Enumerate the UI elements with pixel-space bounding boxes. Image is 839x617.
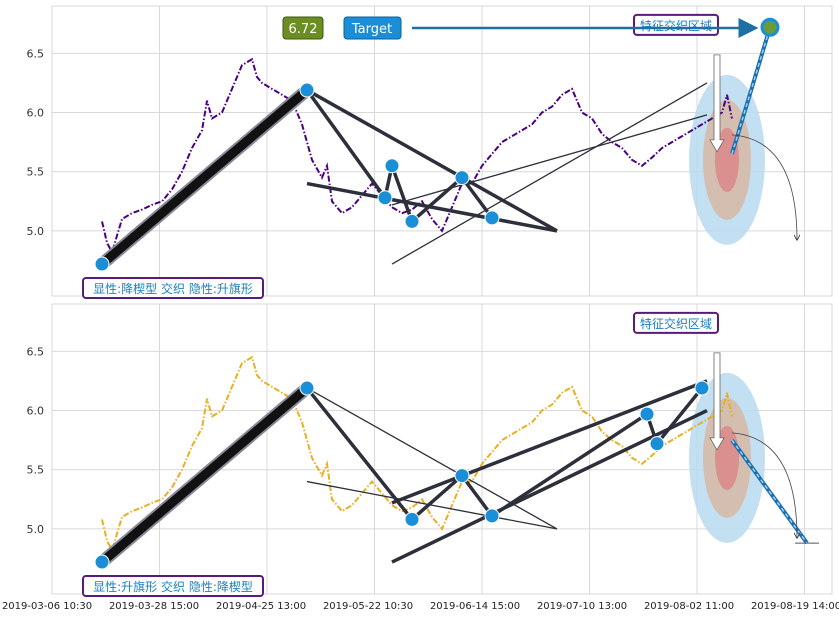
- target-badge-text: Target: [351, 22, 392, 37]
- pattern-line: [391, 114, 708, 206]
- pattern-line: [391, 408, 708, 564]
- pivot-point: [694, 380, 710, 396]
- pivot-point: [377, 190, 393, 206]
- zone-label-box: [633, 13, 719, 36]
- y-tick-label: 6.5: [27, 47, 45, 60]
- projection-curve-arrow: [731, 134, 797, 240]
- pattern-line: [99, 86, 310, 268]
- pattern-line: [306, 387, 558, 530]
- pattern-line: [391, 82, 708, 265]
- price-series-line: [101, 57, 733, 255]
- projection-curve-arrow: [731, 432, 797, 538]
- target-arrow-dash: [731, 27, 771, 155]
- x-tick-label: 2019-03-28 15:00: [109, 601, 199, 612]
- zone-label-box: [633, 311, 719, 334]
- pattern-line: [306, 181, 558, 233]
- x-tick-label: 2019-07-10 13:00: [537, 601, 627, 612]
- price-series-line: [101, 355, 733, 553]
- zone-label-text: 特征交织区域: [640, 18, 712, 33]
- pivot-point: [384, 158, 400, 174]
- x-tick-label: 2019-08-19 14:00: [751, 601, 839, 612]
- pattern-line: [391, 379, 708, 505]
- y-tick-label: 6.0: [27, 107, 45, 120]
- pivot-point: [454, 468, 470, 484]
- pivot-point: [639, 406, 655, 422]
- value-badge-text: 6.72: [289, 22, 318, 37]
- zone-pointer-arrow: [709, 352, 725, 451]
- y-tick-label: 5.5: [27, 464, 45, 477]
- pivot-point: [454, 170, 470, 186]
- y-tick-label: 6.5: [27, 345, 45, 358]
- pattern-label-text: 显性:降楔型 交织 隐性:升旗形: [93, 281, 253, 296]
- chart-panel-2: 5.0 5.5 6.0 6.5 2019-03-06 10:30 2019-03-28 1…: [2, 303, 839, 612]
- pivot-point: [649, 436, 665, 452]
- pattern-line: [306, 88, 558, 233]
- pattern-line: [306, 480, 558, 530]
- y-tick-label: 5.0: [27, 225, 45, 238]
- pattern-line: [305, 89, 494, 224]
- y-tick-label: 5.5: [27, 166, 45, 179]
- target-arrow-dash: [731, 439, 808, 544]
- pivot-point: [484, 508, 500, 524]
- pivot-point: [404, 511, 420, 527]
- pivot-point: [299, 380, 315, 396]
- pattern-label-text: 显性:升旗形 交织 隐性:降楔型: [93, 579, 253, 594]
- x-tick-label: 2019-05-22 10:30: [323, 601, 413, 612]
- pivot-point: [299, 82, 315, 98]
- y-tick-label: 5.0: [27, 523, 45, 536]
- x-tick-label: 2019-04-25 13:00: [216, 601, 306, 612]
- x-tick-label: 2019-08-02 11:00: [644, 601, 734, 612]
- pattern-label-box: [82, 575, 264, 597]
- zone-pointer-arrow: [709, 54, 725, 153]
- pivot-point: [484, 210, 500, 226]
- end-point-marker: [760, 17, 780, 37]
- target-badge: [343, 16, 402, 40]
- y-tick-label: 6.0: [27, 405, 45, 418]
- value-badge: [282, 16, 324, 40]
- pivot-point: [94, 554, 110, 570]
- x-tick-label: 2019-03-06 10:30: [2, 601, 92, 612]
- pattern-label-box: [82, 277, 264, 299]
- zone-label-text: 特征交织区域: [640, 316, 712, 331]
- x-tick-label: 2019-06-14 15:00: [430, 601, 520, 612]
- pivot-point: [404, 213, 420, 229]
- pattern-line: [99, 384, 310, 566]
- pivot-point: [94, 256, 110, 272]
